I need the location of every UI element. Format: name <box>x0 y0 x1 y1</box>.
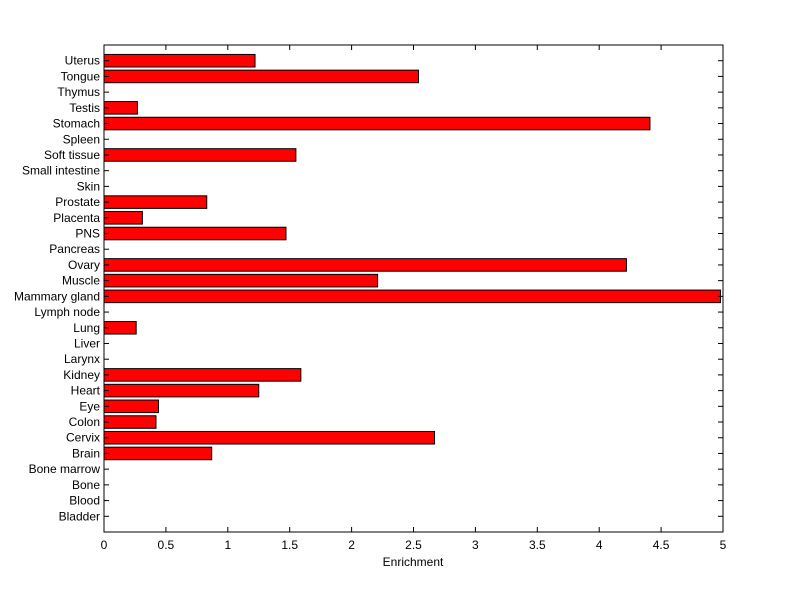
bar-brain <box>103 446 213 461</box>
x-tick-label: 2 <box>348 538 355 552</box>
bar-mammary-gland <box>103 289 722 304</box>
x-tick-label: 0.5 <box>158 538 175 552</box>
y-tick-label: Small intestine <box>22 164 100 178</box>
y-tick-label: Brain <box>72 446 100 460</box>
y-tick-label: Heart <box>71 384 101 398</box>
bar-uterus <box>103 53 256 68</box>
y-tick-label: Testis <box>69 101 100 115</box>
bar-prostate <box>103 195 208 209</box>
bar-testis <box>103 101 138 115</box>
bars-group <box>103 53 722 461</box>
y-tick-label: Thymus <box>57 85 100 99</box>
bar-colon <box>103 415 157 429</box>
x-axis-label: Enrichment <box>383 555 444 569</box>
y-tick-label: Placenta <box>53 211 100 225</box>
bar-ovary <box>103 258 627 272</box>
bar-kidney <box>103 368 302 382</box>
y-tick-label: Lymph node <box>34 305 100 319</box>
x-tick-label: 4.5 <box>653 538 670 552</box>
bar-placenta <box>103 211 143 225</box>
y-tick-label: Pancreas <box>49 242 100 256</box>
y-tick-label: Liver <box>74 336 100 350</box>
x-tick-label: 1 <box>224 538 231 552</box>
x-tick-label: 3.5 <box>529 538 546 552</box>
y-tick-label: Tongue <box>61 69 101 83</box>
bar-cervix <box>103 430 436 445</box>
y-tick-label: Skin <box>77 179 100 193</box>
x-axis-ticks: 0 0.5 1 1.5 2 2.5 3 3.5 4 4.5 5 <box>101 45 727 552</box>
x-tick-label: 5 <box>720 538 727 552</box>
y-tick-label: Eye <box>79 399 100 413</box>
x-tick-label: 1.5 <box>281 538 298 552</box>
y-tick-label: Bone marrow <box>29 462 101 476</box>
y-tick-label: Stomach <box>53 117 100 131</box>
y-tick-label: Colon <box>69 415 100 429</box>
bar-soft-tissue <box>103 148 297 162</box>
y-tick-label: Muscle <box>62 274 100 288</box>
y-tick-label: Prostate <box>55 195 100 209</box>
y-tick-label: Spleen <box>63 132 100 146</box>
y-tick-label: Soft tissue <box>44 148 100 162</box>
y-tick-label: Lung <box>73 321 100 335</box>
y-tick-label: Ovary <box>68 258 100 272</box>
y-tick-label: Bladder <box>59 509 100 523</box>
y-tick-label: Uterus <box>65 54 100 68</box>
y-tick-label: PNS <box>75 227 100 241</box>
y-tick-label: Cervix <box>66 431 100 445</box>
bar-tongue <box>103 69 419 84</box>
bar-muscle <box>103 273 379 288</box>
y-tick-label: Mammary gland <box>14 289 100 303</box>
bar-stomach <box>103 116 651 131</box>
y-tick-label: Larynx <box>64 352 100 366</box>
x-tick-label: 3 <box>472 538 479 552</box>
bar-pns <box>103 226 287 241</box>
x-tick-label: 2.5 <box>405 538 422 552</box>
bar-eye <box>103 399 159 414</box>
x-tick-label: 0 <box>101 538 108 552</box>
y-tick-label: Blood <box>69 494 100 508</box>
y-tick-label: Kidney <box>63 368 100 382</box>
y-tick-label: Bone <box>72 478 100 492</box>
bar-heart <box>103 383 260 398</box>
x-tick-label: 4 <box>596 538 603 552</box>
